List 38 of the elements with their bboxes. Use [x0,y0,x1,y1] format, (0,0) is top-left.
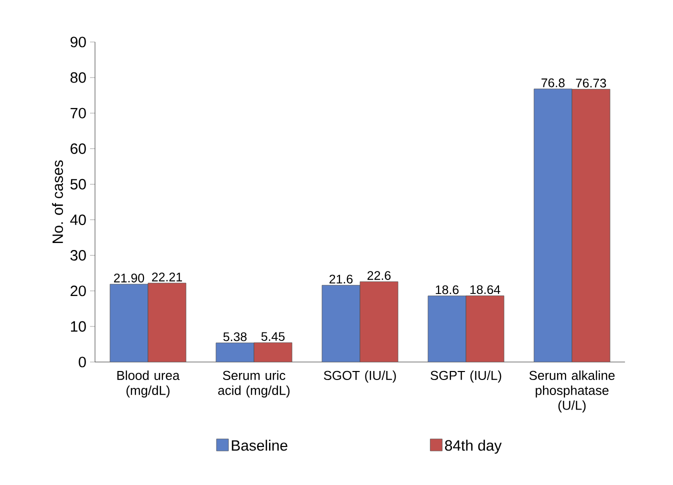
y-tick-label: 0 [78,356,86,368]
data-label: 21.6 [330,274,353,284]
y-axis-title: No. of cases [52,160,64,244]
x-tick-label: Blood urea (mg/dL) [117,370,180,398]
bar [428,296,466,362]
data-label: 76.73 [576,78,606,88]
bar [572,88,610,362]
bar [254,342,292,362]
bar [216,342,254,362]
y-tick-label: 80 [70,72,86,83]
y-tick-label: 90 [70,36,86,48]
x-tick-label: Serum uric acid (mg/dL) [218,370,290,398]
bar [360,281,398,362]
data-label: 76.8 [542,78,565,88]
bar [466,296,504,362]
y-tick-label: 50 [70,178,86,190]
y-tick-label: 20 [70,286,86,296]
legend-label: 84th day [445,440,502,454]
legend-label: Baseline [232,440,288,451]
y-tick-label: 10 [71,321,86,332]
x-tick-label: SGOT (IU/L) [324,370,396,383]
y-tick-label: 40 [70,214,86,226]
x-tick-label: Serum alkaline phosphatase (U/L) [529,370,615,412]
bar [534,88,572,362]
y-tick-label: 70 [70,108,86,118]
data-label: 22.6 [368,271,391,280]
bar [110,284,148,362]
data-label: 5.45 [261,332,285,341]
data-label: 21.90 [114,274,144,282]
y-tick-label: 60 [70,143,86,154]
data-label: 18.64 [470,285,500,294]
bar [148,282,186,362]
bar [322,285,360,362]
data-label: 18.6 [436,285,459,294]
x-tick-label: SGPT (IU/L) [430,370,502,383]
y-tick-label: 30 [70,250,86,261]
data-label: 5.38 [223,332,247,342]
data-label: 22.21 [152,272,182,282]
